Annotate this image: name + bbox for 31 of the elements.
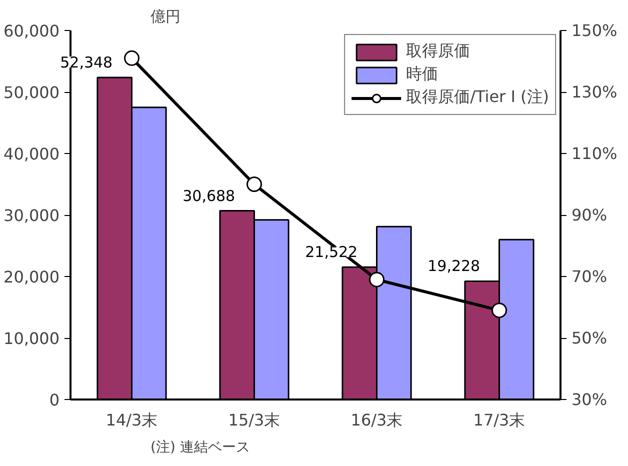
point xyxy=(124,50,140,66)
y-tick-label: 20,000 xyxy=(4,268,60,286)
point xyxy=(369,272,384,288)
x-tick-label: 17/3末 xyxy=(473,410,526,430)
y-tick-label: 0 xyxy=(49,390,60,410)
data-label: 21,522 xyxy=(305,243,358,262)
y2-tick-label: 70% xyxy=(572,267,608,286)
legend-label: 時価 xyxy=(406,64,438,85)
text: (注) 連結ベース xyxy=(150,440,250,456)
y-tick-label: 10,000 xyxy=(4,329,60,348)
data-label: 52,348 xyxy=(60,54,113,72)
y2-tick-label: 150% xyxy=(572,21,618,40)
y2-tick-label: 30% xyxy=(572,390,608,409)
y2-tick-label: 130% xyxy=(572,82,618,102)
y2-tick-label: 110% xyxy=(572,144,618,163)
y-tick-label: 50,000 xyxy=(4,83,60,102)
point xyxy=(492,302,507,318)
x-tick-label: 16/3末 xyxy=(350,410,403,430)
legend-label: 取得原価 xyxy=(406,41,470,62)
y-tick-label: 40,000 xyxy=(4,144,60,164)
y-axis-title: 億円 xyxy=(150,8,180,26)
legend-label: 取得原価/Tier I (注) xyxy=(406,87,549,108)
y-tick-label: 60,000 xyxy=(4,22,60,40)
data-label: 19,228 xyxy=(428,257,480,276)
x-tick-label: 14/3末 xyxy=(106,410,158,430)
x-tick-label: 15/3末 xyxy=(228,410,280,430)
point xyxy=(246,176,262,192)
y-tick-label: 30,000 xyxy=(4,206,60,225)
data-label: 30,688 xyxy=(182,186,236,205)
y2-tick-label: 90% xyxy=(572,206,608,224)
y2-tick-label: 50% xyxy=(572,328,608,348)
